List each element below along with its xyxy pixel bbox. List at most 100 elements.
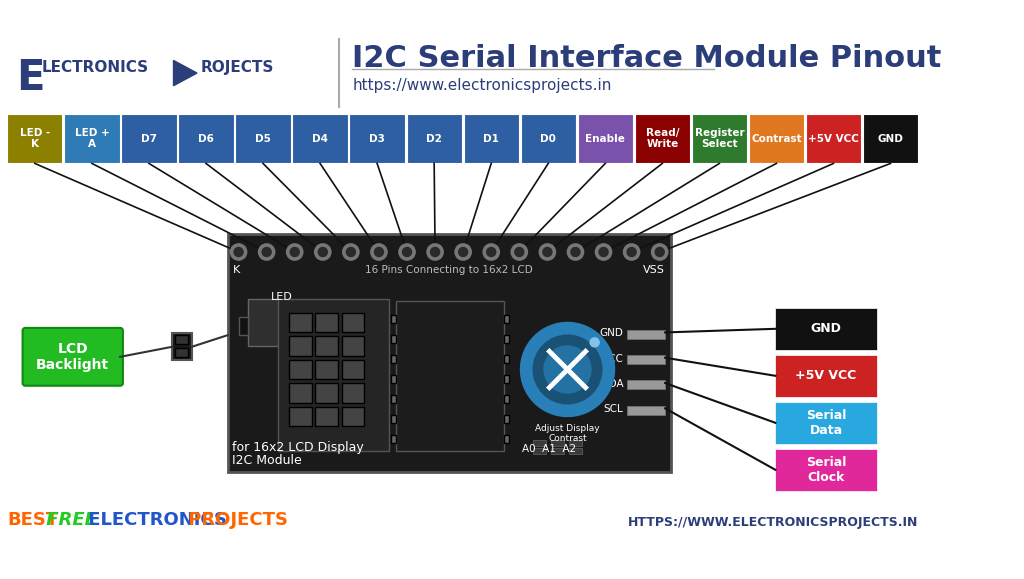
- Circle shape: [483, 244, 500, 260]
- Text: VSS: VSS: [643, 265, 666, 274]
- FancyBboxPatch shape: [504, 435, 509, 443]
- FancyBboxPatch shape: [342, 383, 365, 403]
- Circle shape: [427, 244, 443, 260]
- Circle shape: [371, 244, 387, 260]
- FancyBboxPatch shape: [293, 113, 348, 163]
- Text: D3: D3: [370, 134, 385, 144]
- Text: A0  A1  A2: A0 A1 A2: [522, 445, 577, 455]
- FancyBboxPatch shape: [172, 334, 191, 361]
- FancyBboxPatch shape: [23, 328, 123, 386]
- Text: Contrast: Contrast: [752, 134, 802, 144]
- FancyBboxPatch shape: [315, 313, 338, 332]
- FancyBboxPatch shape: [315, 383, 338, 403]
- Circle shape: [595, 244, 611, 260]
- FancyBboxPatch shape: [504, 415, 509, 423]
- FancyBboxPatch shape: [279, 299, 388, 451]
- Circle shape: [540, 244, 556, 260]
- Text: ELECTRONICS: ELECTRONICS: [82, 511, 227, 529]
- Text: D1: D1: [483, 134, 499, 144]
- FancyBboxPatch shape: [627, 329, 666, 339]
- FancyBboxPatch shape: [248, 299, 281, 346]
- FancyBboxPatch shape: [396, 301, 504, 451]
- Text: GND: GND: [878, 134, 903, 144]
- FancyBboxPatch shape: [391, 335, 396, 343]
- Text: 16 Pins Connecting to 16x2 LCD: 16 Pins Connecting to 16x2 LCD: [366, 265, 534, 274]
- Circle shape: [486, 247, 496, 256]
- Text: Serial
Data: Serial Data: [806, 409, 846, 437]
- FancyBboxPatch shape: [175, 335, 188, 344]
- FancyBboxPatch shape: [342, 360, 365, 379]
- Text: LED -
K: LED - K: [19, 128, 50, 149]
- FancyBboxPatch shape: [534, 448, 546, 455]
- Text: Adjust Display
Contrast: Adjust Display Contrast: [536, 424, 600, 443]
- Text: ROJECTS: ROJECTS: [201, 60, 274, 75]
- Text: Serial
Clock: Serial Clock: [806, 456, 846, 484]
- Circle shape: [520, 323, 614, 416]
- FancyBboxPatch shape: [391, 355, 396, 363]
- FancyBboxPatch shape: [391, 315, 396, 324]
- Circle shape: [655, 247, 665, 256]
- Circle shape: [511, 244, 527, 260]
- FancyBboxPatch shape: [551, 440, 564, 446]
- FancyBboxPatch shape: [627, 355, 666, 364]
- Text: GND: GND: [600, 328, 624, 338]
- FancyBboxPatch shape: [504, 315, 509, 324]
- FancyBboxPatch shape: [504, 395, 509, 403]
- FancyBboxPatch shape: [342, 336, 365, 356]
- FancyBboxPatch shape: [692, 113, 746, 163]
- FancyBboxPatch shape: [7, 113, 62, 163]
- Circle shape: [314, 244, 331, 260]
- FancyBboxPatch shape: [239, 317, 248, 335]
- Text: D6: D6: [198, 134, 214, 144]
- FancyBboxPatch shape: [775, 355, 877, 397]
- Text: E: E: [16, 57, 45, 99]
- FancyBboxPatch shape: [227, 234, 671, 472]
- Circle shape: [624, 244, 640, 260]
- FancyBboxPatch shape: [315, 360, 338, 379]
- FancyBboxPatch shape: [504, 355, 509, 363]
- FancyBboxPatch shape: [775, 308, 877, 350]
- Text: +5V VCC: +5V VCC: [808, 134, 859, 144]
- Circle shape: [599, 247, 608, 256]
- FancyBboxPatch shape: [504, 335, 509, 343]
- FancyBboxPatch shape: [315, 336, 338, 356]
- FancyBboxPatch shape: [775, 449, 877, 490]
- FancyBboxPatch shape: [349, 113, 404, 163]
- FancyBboxPatch shape: [464, 113, 519, 163]
- FancyBboxPatch shape: [315, 406, 338, 426]
- Circle shape: [515, 247, 524, 256]
- Circle shape: [230, 244, 247, 260]
- Circle shape: [627, 247, 636, 256]
- Text: SDA: SDA: [602, 379, 624, 389]
- Text: SCL: SCL: [604, 404, 624, 414]
- FancyBboxPatch shape: [289, 360, 311, 379]
- Text: D4: D4: [312, 134, 328, 144]
- Circle shape: [262, 247, 271, 256]
- Text: LCD
Backlight: LCD Backlight: [36, 342, 110, 372]
- Circle shape: [534, 335, 602, 404]
- FancyBboxPatch shape: [806, 113, 861, 163]
- Text: +5V VCC: +5V VCC: [796, 369, 857, 382]
- Text: LED: LED: [271, 292, 293, 302]
- FancyBboxPatch shape: [534, 440, 546, 446]
- FancyBboxPatch shape: [342, 313, 365, 332]
- FancyBboxPatch shape: [342, 406, 365, 426]
- FancyBboxPatch shape: [289, 336, 311, 356]
- FancyBboxPatch shape: [391, 375, 396, 383]
- FancyBboxPatch shape: [504, 375, 509, 383]
- FancyBboxPatch shape: [863, 113, 919, 163]
- FancyBboxPatch shape: [178, 113, 233, 163]
- FancyBboxPatch shape: [391, 395, 396, 403]
- FancyBboxPatch shape: [775, 402, 877, 444]
- Circle shape: [346, 247, 355, 256]
- FancyBboxPatch shape: [391, 415, 396, 423]
- FancyBboxPatch shape: [520, 113, 575, 163]
- Circle shape: [543, 247, 552, 256]
- FancyBboxPatch shape: [569, 448, 582, 455]
- Text: VCC: VCC: [602, 354, 624, 364]
- Text: D5: D5: [255, 134, 271, 144]
- Text: LECTRONICS: LECTRONICS: [42, 60, 148, 75]
- Text: https://www.electronicsprojects.in: https://www.electronicsprojects.in: [352, 79, 611, 93]
- Circle shape: [287, 244, 303, 260]
- FancyBboxPatch shape: [407, 113, 462, 163]
